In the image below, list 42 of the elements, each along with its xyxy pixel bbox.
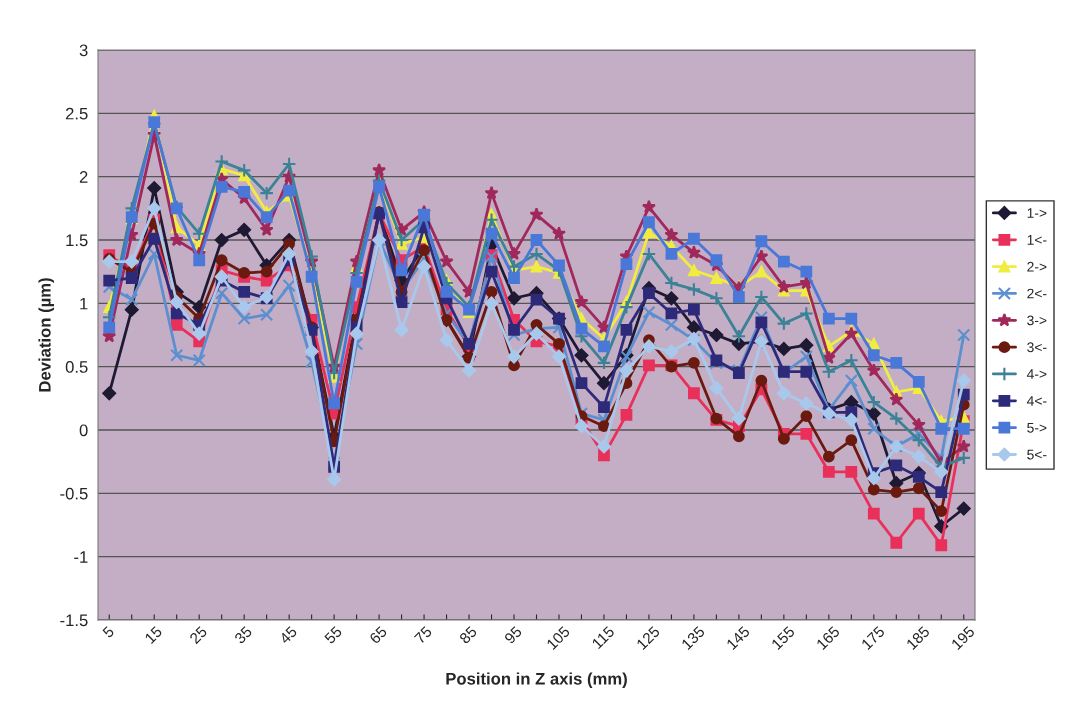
legend-label: 5-> (1027, 422, 1047, 433)
x-tick-label: 155 (771, 625, 796, 650)
y-tick-label: -1 (74, 551, 88, 563)
x-tick-label: 35 (233, 625, 253, 645)
legend-label: 4<- (1026, 396, 1047, 406)
legend-label: 3<- (1027, 342, 1047, 353)
y-tick-label: 1.5 (66, 234, 88, 247)
x-tick-label: 195 (950, 625, 976, 650)
y-tick-label: -1.5 (60, 614, 88, 627)
y-tick-label: 2.5 (65, 107, 88, 120)
y-tick-label: -0.5 (60, 487, 88, 500)
y-tick-label: 3 (79, 44, 88, 57)
y-tick-label: 0 (79, 424, 88, 437)
legend-label: 5<- (1027, 449, 1047, 460)
x-tick-label: 185 (905, 625, 931, 650)
x-tick-label: 165 (815, 625, 841, 650)
legend-label: 1<- (1027, 235, 1047, 245)
legend-label: 1-> (1027, 208, 1047, 218)
x-tick-label: 135 (680, 625, 706, 650)
x-tick-label: 25 (188, 625, 208, 645)
x-tick-label: 125 (636, 625, 661, 650)
x-tick-label: 105 (546, 625, 571, 650)
y-axis-title: Deviation (µm) (38, 278, 55, 392)
x-tick-label: 55 (323, 625, 343, 645)
x-tick-label: 115 (591, 625, 616, 650)
legend-label: 4-> (1026, 369, 1047, 379)
x-tick-label: 145 (726, 625, 751, 650)
x-tick-label: 45 (278, 625, 298, 645)
legend-label: 3-> (1027, 315, 1047, 326)
x-tick-label: 85 (458, 625, 478, 645)
x-tick-label: 95 (503, 625, 523, 645)
y-tick-label: 0.5 (65, 361, 88, 373)
x-tick-label: 75 (413, 625, 433, 645)
y-tick-label: 2 (79, 171, 88, 183)
x-tick-label: 15 (144, 625, 163, 644)
legend-label: 2-> (1027, 261, 1047, 272)
x-tick-label: 65 (368, 625, 388, 645)
x-axis-title: Position in Z axis (mm) (446, 672, 627, 688)
x-tick-label: 175 (860, 625, 886, 650)
x-tick-label: 5 (102, 625, 115, 639)
y-tick-label: 1 (80, 297, 88, 310)
legend-label: 2<- (1027, 288, 1047, 299)
